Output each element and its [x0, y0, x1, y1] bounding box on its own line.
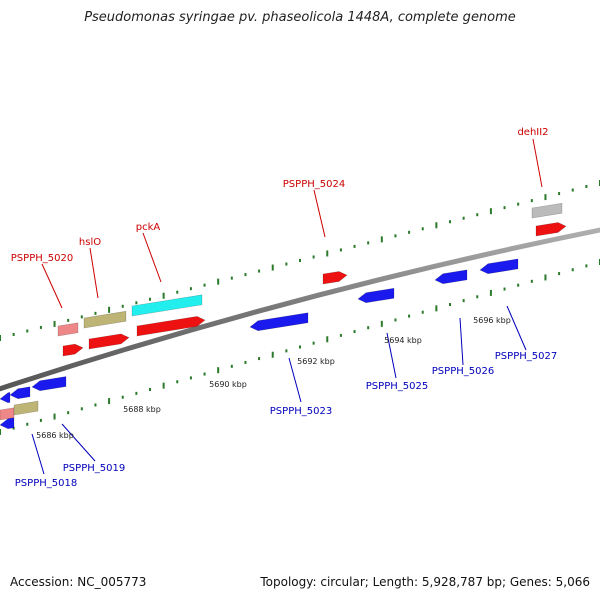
leader-line [142, 232, 162, 283]
gene-pspph5020-cds [62, 343, 84, 357]
gene-hslo-cds [88, 333, 130, 350]
labels: PSPPH_5020 hslO pckA PSPPH_5024 dehII2 PSPPH_… [11, 127, 557, 489]
gene-pspph5020 [57, 322, 79, 337]
leader-line [386, 332, 397, 379]
scale-label: 5690 kbp [209, 380, 247, 389]
gene-pspph5019-b [13, 400, 39, 416]
leader-line [459, 317, 464, 366]
gene-label-forward: pckA [136, 222, 161, 233]
accession-text: Accession: NC_005773 [10, 575, 147, 589]
gene-label-reverse: PSPPH_5018 [15, 478, 77, 489]
gene-label-reverse: PSPPH_5025 [366, 381, 428, 392]
gene-pspph5023 [249, 312, 309, 332]
leader-line [288, 357, 302, 403]
leader-line [61, 423, 96, 462]
scale-label: 5688 kbp [123, 405, 161, 414]
gene-hslo [83, 310, 127, 329]
gene-pspph5026 [434, 269, 468, 285]
gene-dehii2-cds [535, 222, 567, 237]
gene-label-reverse: PSPPH_5019 [63, 463, 125, 474]
leader-line [313, 189, 326, 238]
gene-dehii2 [531, 202, 563, 219]
gene-pspph5024 [322, 271, 348, 285]
gene-label-forward: dehII2 [517, 127, 548, 138]
topology-summary: Topology: circular; Length: 5,928,787 bp… [260, 575, 590, 589]
leader-line [31, 433, 45, 475]
gene-label-reverse: PSPPH_5026 [432, 366, 494, 377]
leader-line [41, 263, 63, 309]
leader-line [532, 138, 543, 188]
gene-pspph5018-c [0, 417, 15, 430]
gene-pspph5027 [479, 258, 519, 275]
gene-label-reverse: PSPPH_5027 [495, 351, 557, 362]
gene-features [0, 202, 567, 430]
label-leader-lines [31, 138, 543, 475]
leader-line [89, 247, 99, 299]
scale-label: 5694 kbp [384, 336, 422, 345]
gene-label-reverse: PSPPH_5023 [270, 406, 332, 417]
gene-pcka [131, 294, 203, 317]
leader-line [506, 305, 527, 351]
gene-pcka-cds [136, 316, 206, 337]
gene-pspph5025 [357, 287, 395, 304]
gene-pspph5017 [0, 392, 11, 404]
gene-label-forward: PSPPH_5020 [11, 253, 73, 264]
scale-label: 5696 kbp [473, 316, 511, 325]
scale-label: 5686 kbp [36, 431, 74, 440]
gene-label-forward: hslO [79, 237, 101, 248]
genome-backbone [0, 227, 600, 392]
gene-pspph5018 [9, 386, 31, 400]
genome-title: Pseudomonas syringae pv. phaseolicola 14… [84, 10, 516, 25]
tick-marks [0, 180, 600, 435]
scale-label: 5692 kbp [297, 357, 335, 366]
gene-label-forward: PSPPH_5024 [283, 179, 345, 190]
gene-pspph5019 [31, 376, 67, 392]
